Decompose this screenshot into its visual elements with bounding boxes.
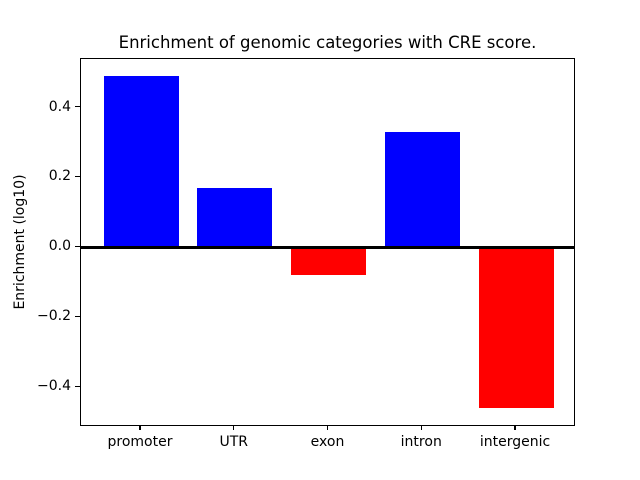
y-tick-mark-−0.4 bbox=[75, 385, 80, 387]
bar-exon bbox=[291, 247, 366, 276]
bar-promoter bbox=[103, 76, 179, 248]
bar-UTR bbox=[197, 187, 273, 248]
x-tick-label-exon: exon bbox=[310, 434, 345, 450]
x-tick-mark-UTR bbox=[233, 426, 235, 430]
bar-intron bbox=[384, 132, 460, 248]
x-tick-mark-intron bbox=[420, 426, 422, 430]
chart-title: Enrichment of genomic categories with CR… bbox=[118, 33, 537, 52]
y-tick-mark-0.2 bbox=[75, 175, 80, 178]
y-tick-label-0.4: 0.4 bbox=[48, 98, 71, 115]
y-tick-label-0.2: 0.2 bbox=[48, 168, 71, 185]
zero-line bbox=[81, 246, 574, 249]
x-tick-label-promoter: promoter bbox=[107, 434, 173, 450]
x-tick-mark-promoter bbox=[139, 426, 141, 430]
y-tick-label-−0.4: −0.4 bbox=[37, 378, 71, 395]
x-tick-mark-exon bbox=[326, 426, 329, 430]
x-tick-label-UTR: UTR bbox=[219, 434, 249, 450]
x-tick-label-intron: intron bbox=[400, 434, 442, 450]
y-tick-label-−0.2: −0.2 bbox=[37, 308, 71, 325]
x-tick-label-intergenic: intergenic bbox=[479, 434, 551, 450]
y-tick-mark-0.0 bbox=[75, 245, 80, 247]
y-tick-mark-−0.2 bbox=[75, 315, 80, 317]
y-tick-label-0.0: 0.0 bbox=[48, 238, 71, 255]
y-tick-mark-0.4 bbox=[75, 105, 80, 108]
x-tick-mark-intergenic bbox=[514, 426, 516, 430]
plot-area bbox=[80, 58, 575, 426]
bar-intergenic bbox=[478, 247, 554, 409]
